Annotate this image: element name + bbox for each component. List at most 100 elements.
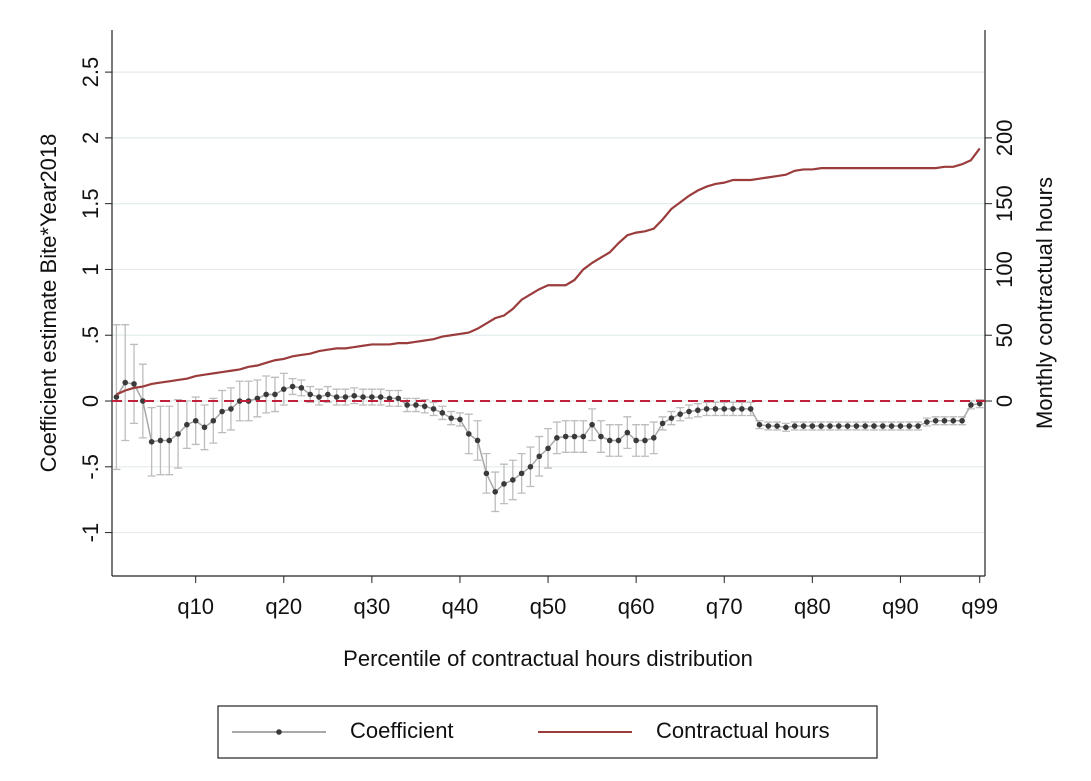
y-tick-label: 1 <box>78 263 103 275</box>
point <box>712 406 719 412</box>
point <box>589 421 595 428</box>
point <box>280 386 287 392</box>
point <box>254 395 261 402</box>
x-tick-label: q30 <box>354 594 391 619</box>
x-tick-label: q40 <box>442 594 479 619</box>
y-tick-label: -.5 <box>78 454 103 480</box>
point <box>783 424 789 431</box>
point <box>219 408 225 415</box>
point <box>351 392 358 399</box>
y-tick-label: -1 <box>78 523 103 543</box>
y2-axis-label: Monthly contractual hours <box>1032 177 1057 429</box>
point <box>122 379 129 386</box>
point <box>721 406 728 412</box>
point <box>527 464 534 470</box>
x-tick-label: q50 <box>530 594 567 619</box>
y2-tick-label: 0 <box>992 395 1017 407</box>
point <box>853 423 860 429</box>
point <box>642 437 648 444</box>
point <box>924 419 930 425</box>
point <box>377 394 384 400</box>
point <box>959 417 965 424</box>
point <box>421 403 428 410</box>
point <box>554 435 560 441</box>
x-tick-label: q70 <box>706 594 743 619</box>
point <box>545 445 551 452</box>
point <box>210 417 217 424</box>
point <box>113 394 120 400</box>
point <box>228 406 234 412</box>
point <box>298 385 305 391</box>
point <box>175 431 181 437</box>
point <box>598 433 604 440</box>
point <box>800 423 807 429</box>
point <box>932 417 939 424</box>
point <box>615 437 622 444</box>
point <box>148 439 155 445</box>
point <box>580 433 587 440</box>
point <box>413 402 419 408</box>
point <box>360 394 366 400</box>
x-tick-label: q80 <box>794 594 831 619</box>
point <box>827 423 833 429</box>
point <box>448 415 454 421</box>
point <box>131 381 137 387</box>
point <box>730 406 736 412</box>
point <box>492 488 499 495</box>
point <box>316 394 322 400</box>
x-axis-label: Percentile of contractual hours distribu… <box>343 646 753 671</box>
point <box>474 437 481 444</box>
legend-marker <box>276 729 282 735</box>
y2-tick-label: 150 <box>992 185 1017 222</box>
point <box>342 394 349 400</box>
point <box>166 437 173 444</box>
point <box>747 406 754 412</box>
point <box>818 423 824 429</box>
x-tick-label: q99 <box>961 594 998 619</box>
point <box>518 470 525 477</box>
point <box>430 406 437 412</box>
point <box>950 417 957 424</box>
point <box>871 423 877 429</box>
x-tick-label: q10 <box>177 594 214 619</box>
point <box>457 416 463 423</box>
point <box>184 421 190 428</box>
point <box>809 423 816 429</box>
point <box>404 402 410 408</box>
point <box>571 433 578 440</box>
point <box>395 395 402 402</box>
point <box>510 477 516 483</box>
point <box>739 406 745 412</box>
point <box>333 394 340 400</box>
point <box>844 423 851 429</box>
y-tick-label: .5 <box>78 326 103 344</box>
y-axis-label: Coefficient estimate Bite*Year2018 <box>36 134 61 473</box>
y2-tick-label: 100 <box>992 251 1017 288</box>
x-tick-label: q60 <box>618 594 655 619</box>
y-tick-label: 1.5 <box>78 188 103 219</box>
point <box>862 423 868 429</box>
y2-tick-label: 50 <box>992 323 1017 347</box>
point <box>606 437 613 444</box>
y-tick-label: 2.5 <box>78 57 103 88</box>
point <box>236 398 243 404</box>
point <box>756 421 763 428</box>
point <box>201 424 208 431</box>
point <box>272 391 278 398</box>
point <box>941 417 948 424</box>
point <box>968 402 974 408</box>
x-tick-label: q90 <box>882 594 919 619</box>
series-line <box>115 147 981 396</box>
point <box>325 391 331 398</box>
point <box>289 383 296 390</box>
point <box>624 429 631 436</box>
point <box>192 417 199 424</box>
y2-tick-label: 200 <box>992 120 1017 157</box>
point <box>906 423 913 429</box>
x-tick-label: q20 <box>265 594 302 619</box>
point <box>140 398 146 404</box>
point <box>369 394 375 400</box>
point <box>765 423 772 429</box>
point <box>976 400 983 407</box>
